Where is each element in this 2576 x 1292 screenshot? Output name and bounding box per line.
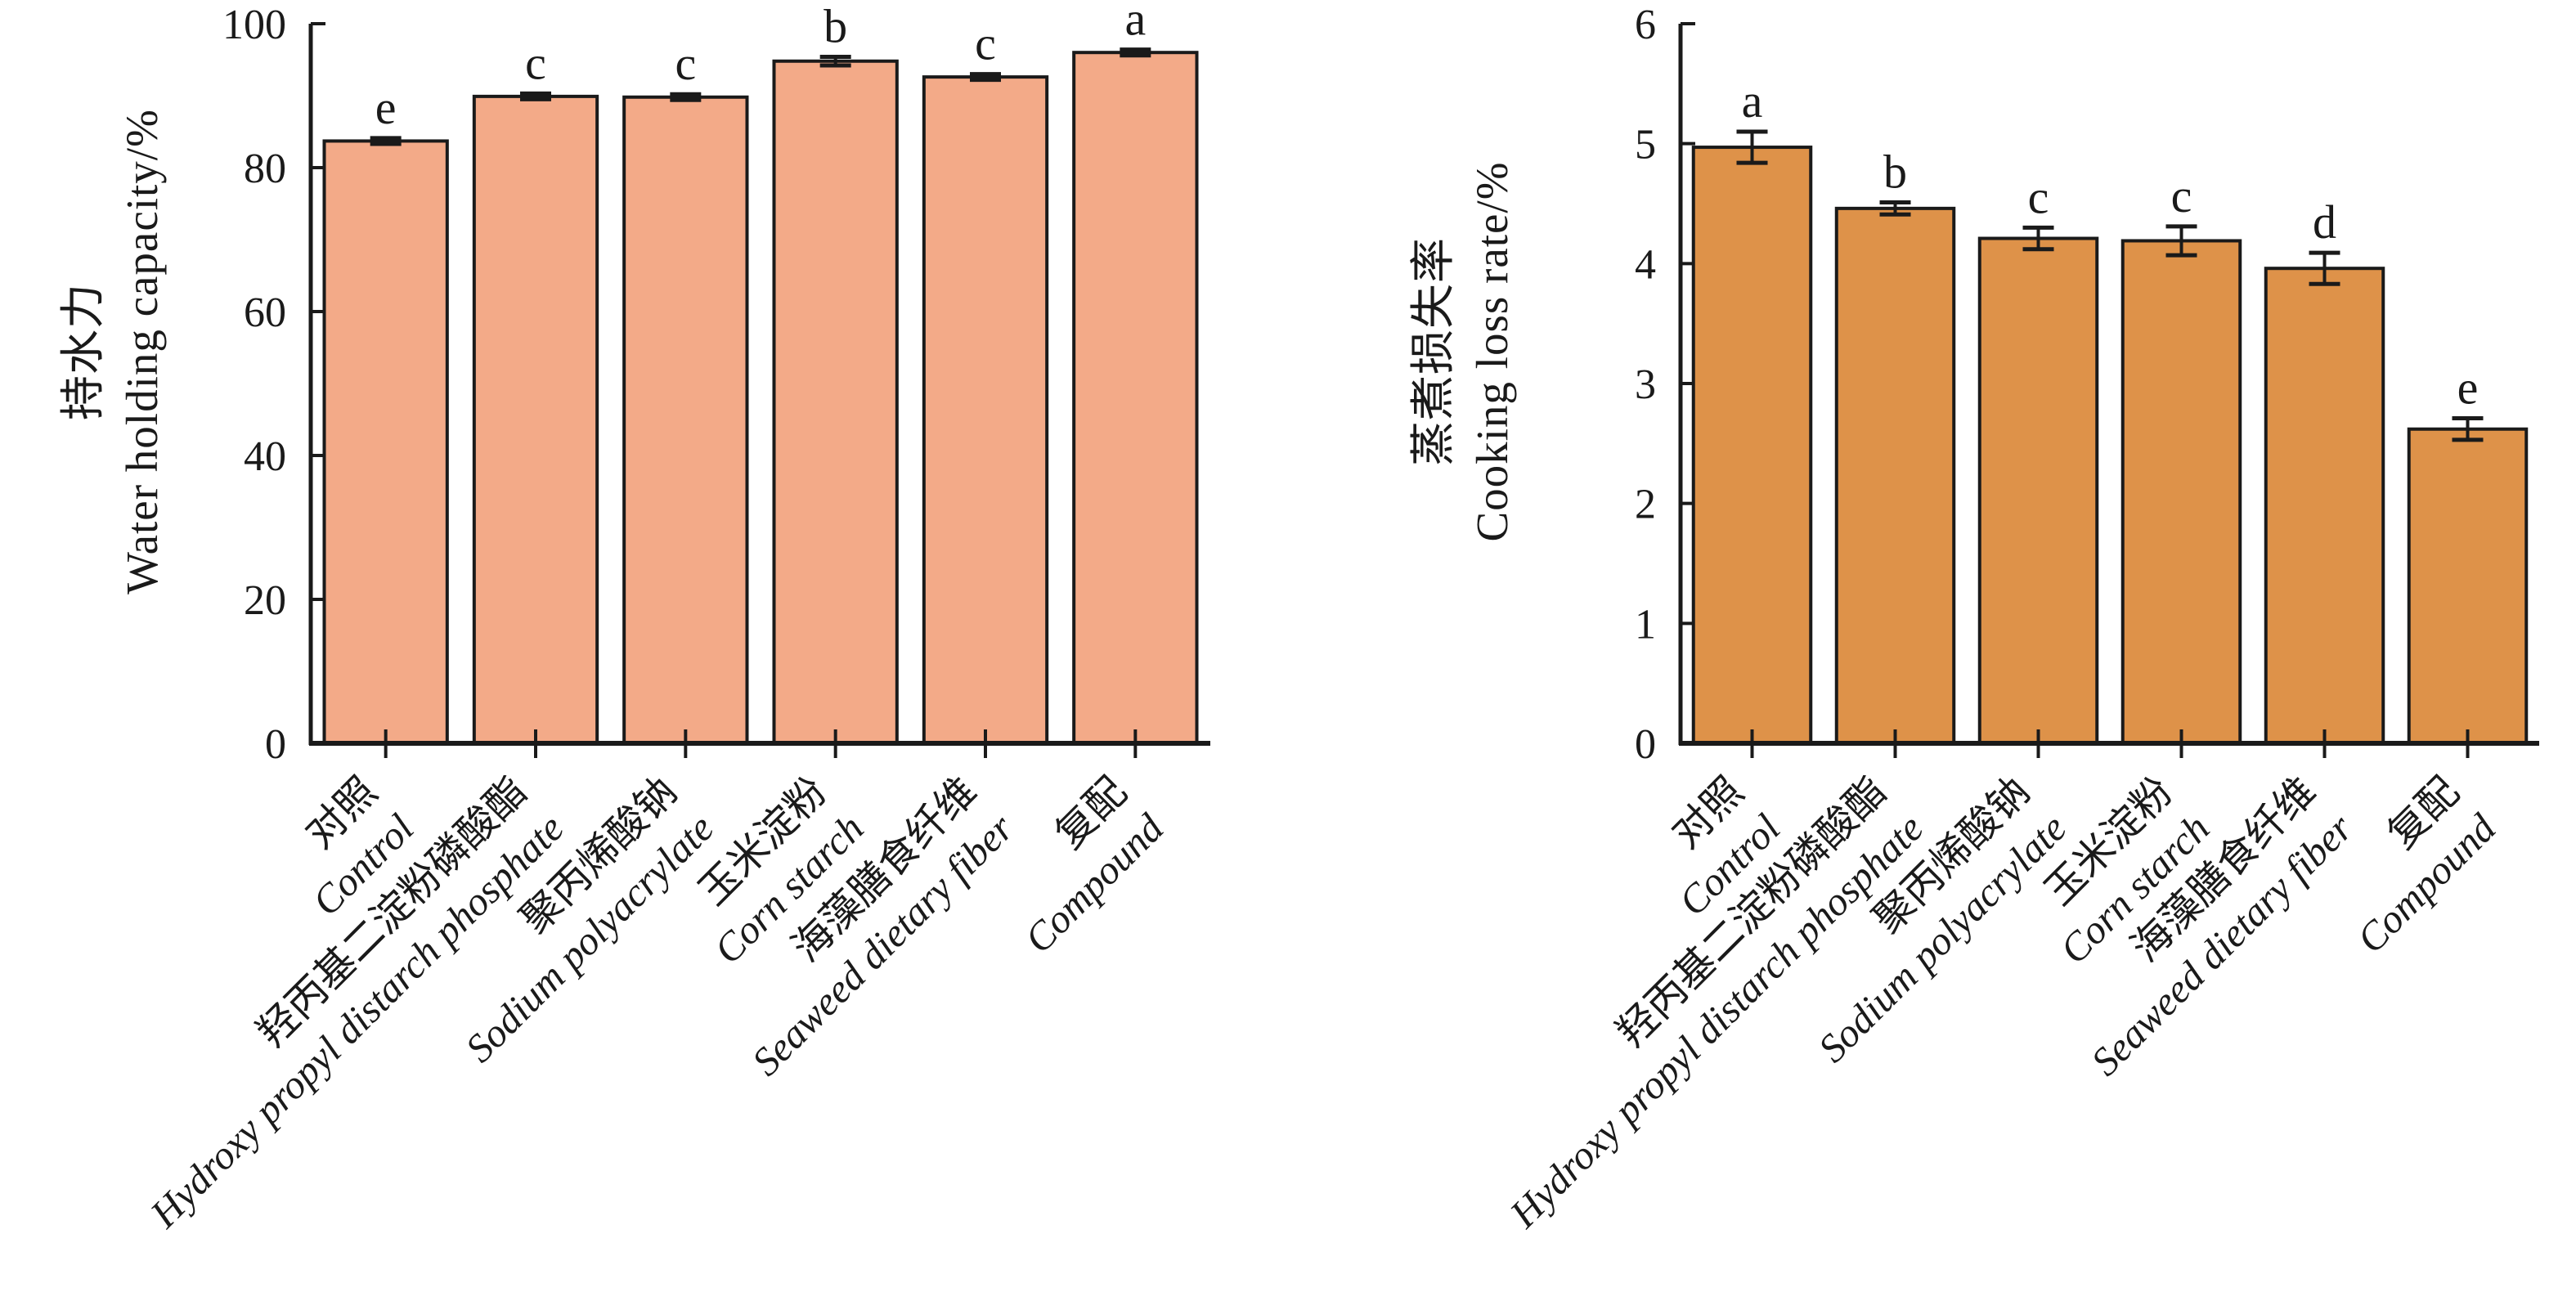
bar [2407, 427, 2529, 745]
y-tick-label: 2 [1635, 482, 1656, 528]
significance-letter: e [2457, 361, 2479, 415]
y-axis-title-zh: 持水力 [58, 283, 108, 420]
significance-letter: c [2028, 170, 2049, 223]
y-axis-title-en: Water holding capacity/% [117, 109, 167, 594]
y-axis-title-en: Cooking loss rate/% [1467, 161, 1517, 541]
bar [2120, 239, 2242, 745]
water-holding-capacity-panel: 0 20 40 60 80 100 e 对照 Control c 羟丙基二淀粉磷酸酯 Hydroxy … [58, 0, 1210, 1236]
significance-letter: b [1883, 146, 1907, 199]
bar [472, 94, 599, 745]
bar [1691, 146, 1813, 746]
water-holding-capacity-chart: 020406080100e对照Controlc羟丙基二淀粉磷酸酯Hydroxy … [58, 0, 1210, 1236]
y-tick-label: 4 [1635, 241, 1656, 288]
significance-letter: c [525, 36, 546, 89]
y-tick-label: 5 [1635, 122, 1656, 168]
significance-letter: a [1124, 0, 1146, 46]
bar [622, 95, 749, 745]
significance-letter: b [824, 0, 847, 52]
significance-letter: e [375, 81, 397, 134]
significance-letter: d [2313, 195, 2336, 249]
significance-letter: c [975, 17, 996, 70]
y-tick-label: 3 [1635, 361, 1656, 408]
significance-letter: c [2171, 169, 2192, 222]
y-tick-label: 1 [1635, 601, 1656, 648]
bar [322, 139, 449, 745]
y-tick-label: 6 [1635, 2, 1656, 48]
bar [922, 75, 1049, 746]
cooking-loss-rate-panel: 0 1 2 3 4 5 6 a 对照 Control b 羟丙基二淀粉磷酸酯 Hydroxy propy… [1288, 0, 2576, 1292]
y-tick-label: 0 [265, 721, 286, 768]
bar [1072, 51, 1199, 745]
y-tick-label: 0 [1635, 721, 1656, 768]
y-tick-label: 100 [222, 2, 286, 48]
significance-letter: c [675, 37, 696, 90]
y-tick-label: 80 [244, 146, 286, 192]
significance-letter: a [1742, 74, 1763, 128]
bar [1977, 236, 2099, 745]
y-tick-label: 20 [244, 577, 286, 624]
y-axis-title-zh: 蒸煮损失率 [1408, 237, 1458, 466]
y-tick-label: 60 [244, 289, 286, 336]
bar [772, 59, 899, 745]
bar [1834, 206, 1956, 746]
y-tick-label: 40 [244, 433, 286, 480]
bar [2264, 267, 2385, 745]
